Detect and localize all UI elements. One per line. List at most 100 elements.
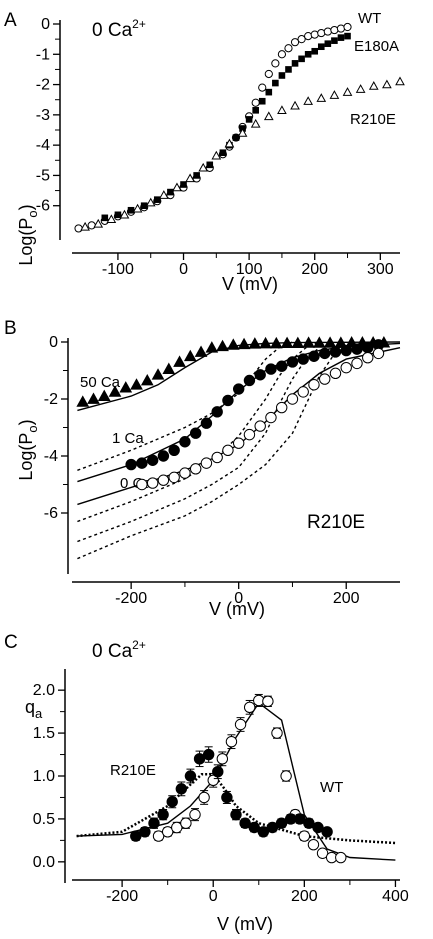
panel-c-point-r210e bbox=[193, 753, 206, 765]
panel-b-point-0-ca bbox=[276, 401, 288, 414]
panel-c-point-r210e bbox=[303, 817, 315, 829]
panel-c-point-wt bbox=[335, 851, 347, 864]
panel-a-point-wt bbox=[336, 24, 346, 33]
panel-a-point-r210e bbox=[277, 105, 287, 115]
panel-b-point-1-ca bbox=[179, 436, 191, 448]
panel-letter-b: B bbox=[4, 318, 17, 339]
panel-b-point-50-ca bbox=[194, 345, 208, 357]
panel-c-point-wt bbox=[180, 817, 192, 829]
panel-b-y-tick-label: -6 bbox=[44, 505, 58, 522]
panel-c-point-r210e bbox=[312, 821, 324, 834]
panel-b-point-0-ca bbox=[308, 379, 320, 391]
panel-b-point-1-ca bbox=[136, 457, 148, 469]
panel-c-point-r210e bbox=[184, 770, 197, 782]
panel-b-point-0-ca bbox=[351, 357, 363, 370]
panel-a-point-wt bbox=[297, 35, 306, 44]
panel-b-label-1ca: 1 Ca bbox=[112, 430, 144, 447]
panel-b-point-1-ca bbox=[189, 427, 202, 439]
panel-c-point-wt bbox=[171, 821, 183, 834]
panel-b-point-50-ca bbox=[334, 336, 348, 348]
panel-b-point-0-ca bbox=[232, 437, 245, 449]
panel-b-point-0-ca bbox=[200, 457, 213, 469]
panel-b-point-1-ca bbox=[297, 353, 309, 365]
panel-b-point-50-ca bbox=[248, 337, 262, 349]
panel-b-point-0-ca bbox=[168, 471, 180, 484]
panel-b-point-50-ca bbox=[280, 336, 294, 349]
panel-a-y-tick-label: -2 bbox=[36, 77, 50, 94]
panel-a-label-r210e: R210E bbox=[350, 111, 396, 128]
panel-a-point-r210e bbox=[93, 218, 104, 228]
panel-a-point-e180a bbox=[291, 60, 299, 67]
panel-a-point-e180a bbox=[324, 40, 332, 47]
panel-a-xlabel: V (mV) bbox=[222, 274, 278, 294]
panel-b-x-tick-label: 200 bbox=[333, 590, 360, 607]
panel-b-point-0-ca bbox=[136, 478, 148, 491]
panel-c-point-r210e bbox=[157, 808, 169, 821]
panel-a-point-wt bbox=[277, 50, 287, 59]
panel-a-point-r210e bbox=[250, 118, 261, 128]
panel-c-point-r210e bbox=[175, 783, 188, 795]
panel-a-point-e180a bbox=[153, 196, 161, 203]
panel-a-point-r210e bbox=[329, 90, 340, 99]
panel-b-point-50-ca bbox=[205, 341, 219, 353]
panel-a-point-r210e bbox=[316, 93, 327, 102]
panel-b-point-50-ca bbox=[130, 378, 143, 390]
panel-a-point-r210e bbox=[211, 150, 222, 160]
panel-c-point-r210e bbox=[139, 826, 151, 838]
panel-b-fit-line-4 bbox=[77, 341, 320, 523]
panel-a-point-wt bbox=[74, 224, 83, 233]
panel-b-point-0-ca bbox=[329, 367, 342, 380]
panel-c-ylabel: qa bbox=[25, 697, 43, 721]
panel-a-point-wt bbox=[290, 38, 300, 47]
panel-a-point-r210e bbox=[119, 209, 130, 219]
panel-b-point-0-ca bbox=[179, 467, 191, 479]
panel-c-y-tick-label: 0.0 bbox=[33, 854, 55, 871]
panel-a-point-r210e bbox=[290, 100, 300, 110]
panel-a-x-tick-label: 0 bbox=[179, 261, 188, 278]
panel-b-point-50-ca bbox=[140, 373, 154, 386]
panel-a-point-e180a bbox=[304, 50, 312, 58]
panel-c-point-wt bbox=[225, 735, 238, 748]
panel-a-x-tick-label: 300 bbox=[367, 261, 394, 278]
panel-a-point-e180a bbox=[101, 214, 109, 222]
panel-a-point-e180a bbox=[265, 88, 273, 96]
panel-b-point-0-ca bbox=[243, 428, 256, 441]
panel-a-ylabel: Log(Po) bbox=[16, 204, 40, 265]
panel-b-condition: R210E bbox=[307, 512, 365, 533]
panel-a-point-e180a bbox=[219, 149, 227, 157]
panel-a-point-r210e bbox=[185, 173, 195, 183]
panel-c-x-tick-label: 0 bbox=[209, 888, 218, 905]
panel-c-x-tick-label: -200 bbox=[106, 888, 138, 905]
panel-a-point-r210e bbox=[237, 127, 248, 137]
panel-b-point-1-ca bbox=[125, 458, 137, 471]
panel-b-point-50-ca bbox=[108, 385, 122, 397]
panel-a-point-wt bbox=[310, 30, 319, 39]
panel-b-point-1-ca bbox=[308, 350, 320, 362]
panel-b-y-tick-label: 0 bbox=[49, 334, 58, 351]
panel-c-label-wt: WT bbox=[320, 779, 343, 796]
panel-b-point-0-ca bbox=[372, 347, 385, 360]
panel-a-point-r210e bbox=[224, 138, 235, 148]
panel-a-point-wt bbox=[264, 69, 273, 79]
panel-c-y-tick-label: 0.5 bbox=[33, 811, 55, 828]
panel-c-x-tick-label: 200 bbox=[291, 888, 318, 905]
panel-b-xlabel: V (mV) bbox=[209, 599, 265, 619]
panel-a-point-r210e bbox=[342, 87, 353, 96]
panel-letter-c: C bbox=[4, 632, 18, 653]
panel-a-y-tick-label: -4 bbox=[36, 137, 50, 154]
panel-a-point-e180a bbox=[344, 32, 351, 40]
panel-b-point-0-ca bbox=[211, 451, 223, 464]
panel-b-point-0-ca bbox=[146, 477, 159, 489]
panel-a-x-tick-label: 200 bbox=[301, 261, 328, 278]
panel-c-condition: 0 Ca2+ bbox=[92, 638, 146, 662]
panel-b-point-50-ca bbox=[259, 336, 272, 349]
panel-c-point-wt bbox=[161, 826, 174, 838]
panel-a-point-e180a bbox=[285, 66, 292, 73]
panel-b-point-1-ca bbox=[254, 369, 266, 381]
panel-b-point-0-ca bbox=[362, 351, 374, 364]
panel-a-point-r210e bbox=[355, 84, 366, 93]
panel-b-point-1-ca bbox=[168, 444, 180, 456]
panel-a-point-e180a bbox=[252, 107, 259, 114]
panel-c-point-r210e bbox=[202, 748, 215, 761]
panel-b-point-1-ca bbox=[340, 344, 352, 357]
